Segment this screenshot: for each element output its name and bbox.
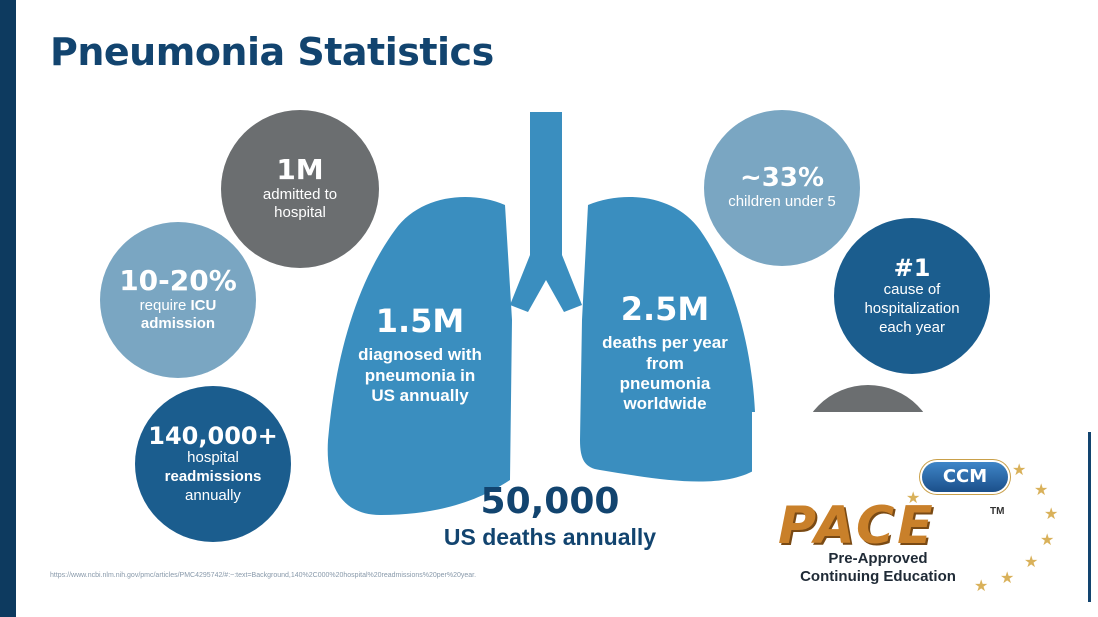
deaths-us-desc: US deaths annually — [443, 523, 657, 550]
pace-trademark: TM — [990, 506, 1005, 517]
cause-circle: #1 cause of hospitalization each year — [834, 218, 990, 374]
readmissions-circle: 140,000+ hospital readmissions annually — [135, 386, 291, 542]
star-icon: ★ — [906, 490, 921, 507]
pace-line1: Pre-Approved — [828, 550, 928, 567]
icu-desc-bold2: admission — [140, 315, 216, 333]
icu-desc: require ICU admission — [140, 297, 217, 335]
star-icon: ★ — [974, 578, 989, 595]
children-desc: children under 5 — [728, 192, 836, 210]
readmissions-desc: hospital readmissions annually — [165, 449, 262, 505]
star-icon: ★ — [1024, 554, 1039, 571]
children-circle: ~33% children under 5 — [704, 110, 860, 266]
ccm-badge: CCM — [922, 462, 1008, 492]
diagnosed-value: 1.5M — [375, 302, 465, 340]
readmissions-desc-bold: readmissions — [164, 467, 262, 485]
cause-desc: cause of hospitalization each year — [864, 281, 960, 336]
diagnosed-desc: diagnosed with pneumonia in US annually — [358, 345, 482, 405]
cause-value: #1 — [893, 253, 931, 282]
pace-wordmark: PACE — [778, 496, 936, 556]
deaths-world-value: 2.5M — [620, 290, 710, 328]
icu-circle: 10-20% require ICU admission — [100, 222, 256, 378]
readmissions-value: 140,000+ — [148, 421, 278, 450]
children-value: ~33% — [739, 163, 825, 194]
star-icon: ★ — [1000, 570, 1015, 587]
trachea-shape — [530, 112, 562, 262]
diagnosed-stat: 1.5M diagnosed with pneumonia in US annu… — [340, 302, 500, 406]
icu-value: 10-20% — [119, 263, 237, 297]
deaths-us-stat: 50,000 US deaths annually — [420, 482, 680, 551]
deaths-us-value: 50,000 — [480, 481, 620, 522]
star-icon: ★ — [1012, 462, 1027, 479]
deaths-world-stat: 2.5M deaths per year from pneumonia worl… — [590, 290, 740, 415]
left-lung-shape — [327, 197, 512, 515]
right-lung-shape — [580, 197, 755, 482]
star-icon: ★ — [1044, 506, 1059, 523]
readmissions-desc-line1: hospital — [187, 449, 239, 467]
deaths-world-desc: deaths per year from pneumonia worldwide — [602, 333, 728, 414]
left-accent-bar — [0, 0, 16, 617]
pace-logo-area — [752, 412, 1098, 617]
admitted-circle: 1M admitted to hospital — [221, 110, 379, 268]
icu-desc-pre: require — [139, 296, 191, 314]
source-citation: https://www.ncbi.nlm.nih.gov/pmc/article… — [50, 572, 477, 579]
admitted-desc: admitted to hospital — [262, 185, 338, 222]
page-title: Pneumonia Statistics — [50, 30, 494, 74]
bronchi-shape — [510, 255, 582, 312]
readmissions-desc-line3: annually — [185, 486, 241, 504]
icu-desc-bold1: ICU — [190, 296, 217, 314]
admitted-value: 1M — [276, 152, 324, 186]
star-icon: ★ — [1040, 532, 1055, 549]
pace-line2: Continuing Education — [800, 568, 956, 585]
logo-divider — [1088, 432, 1091, 602]
star-icon: ★ — [1034, 482, 1049, 499]
